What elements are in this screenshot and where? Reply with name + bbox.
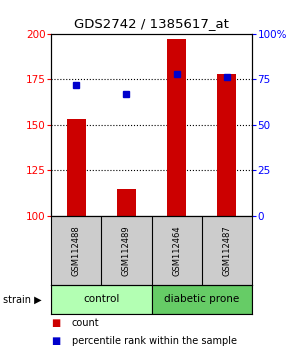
Bar xyxy=(152,285,252,314)
Text: GSM112489: GSM112489 xyxy=(122,225,131,276)
Bar xyxy=(51,285,152,314)
Text: GDS2742 / 1385617_at: GDS2742 / 1385617_at xyxy=(74,17,229,30)
Text: percentile rank within the sample: percentile rank within the sample xyxy=(72,336,237,346)
Text: GSM112487: GSM112487 xyxy=(222,225,231,276)
Bar xyxy=(167,39,186,216)
Text: control: control xyxy=(83,295,119,304)
Text: count: count xyxy=(72,318,100,328)
Text: ■: ■ xyxy=(51,336,60,346)
Text: ■: ■ xyxy=(51,318,60,328)
Text: GSM112464: GSM112464 xyxy=(172,225,181,276)
Bar xyxy=(217,74,236,216)
Bar xyxy=(117,189,136,216)
Text: diabetic prone: diabetic prone xyxy=(164,295,239,304)
Text: strain ▶: strain ▶ xyxy=(3,295,42,304)
Bar xyxy=(67,119,86,216)
Text: GSM112488: GSM112488 xyxy=(72,225,81,276)
